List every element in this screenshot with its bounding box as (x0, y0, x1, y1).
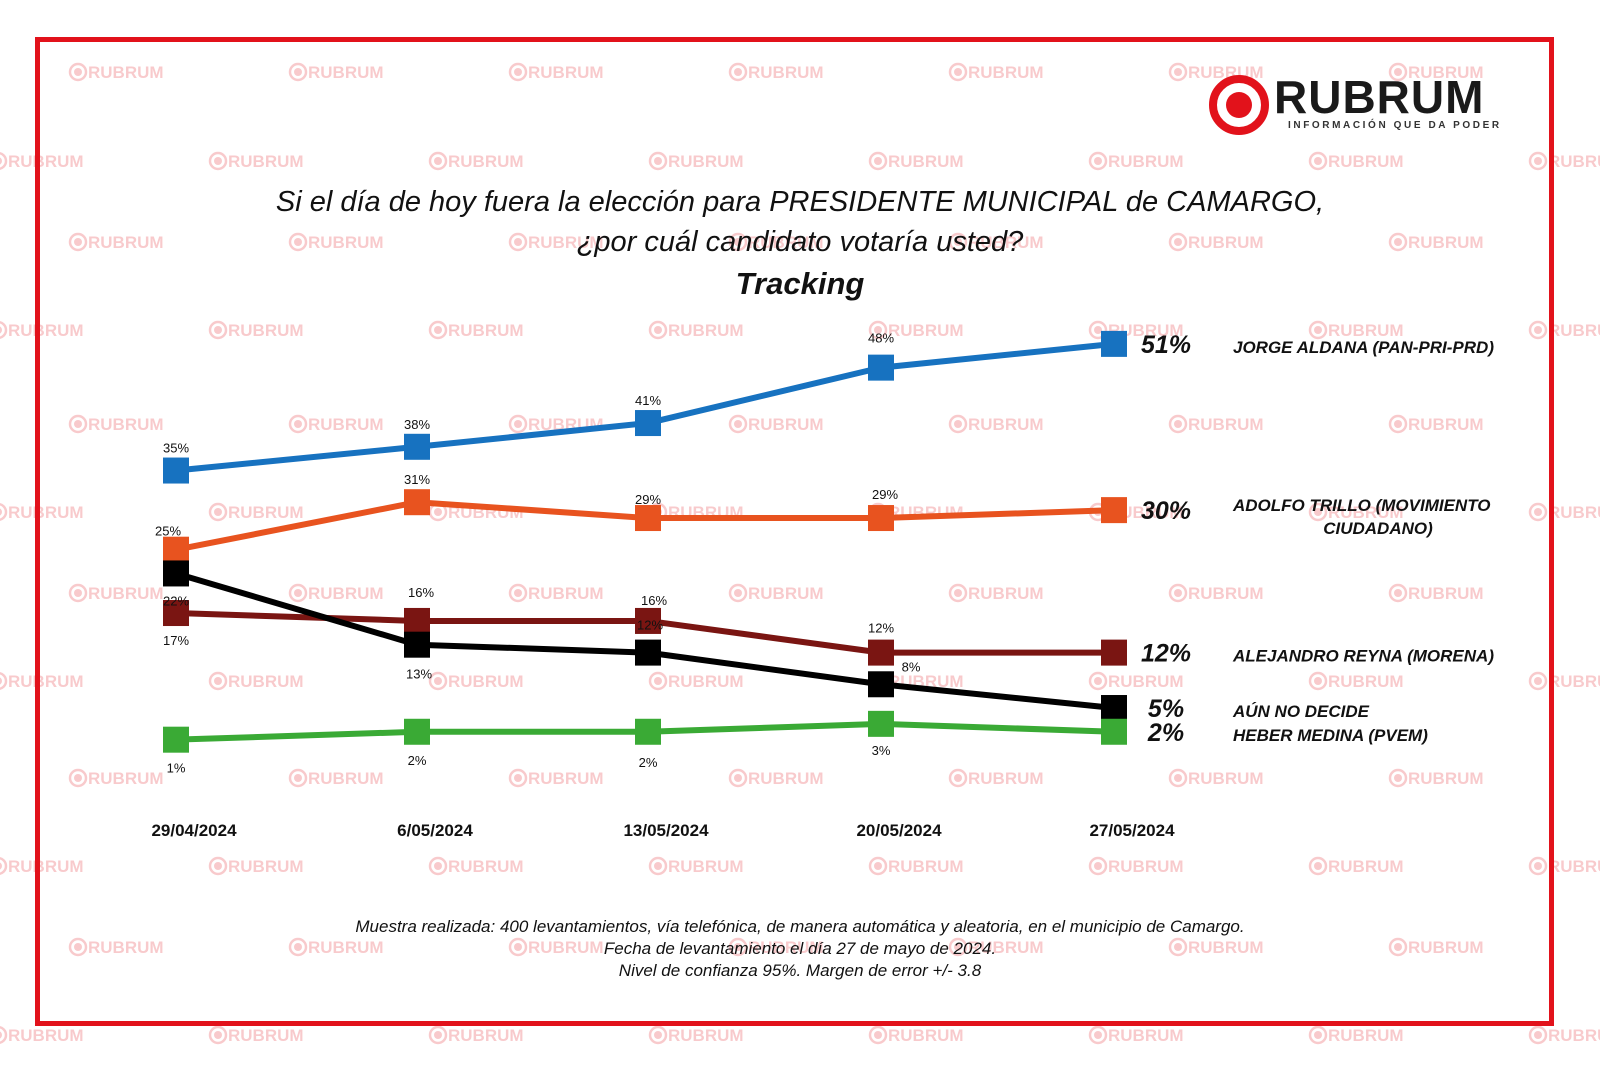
footnote-sample: Muestra realizada: 400 levantamientos, v… (355, 917, 1245, 936)
data-point-marker (404, 607, 430, 634)
logo-wordmark: RUBRUM (1274, 71, 1485, 123)
end-value-label: 5% (1148, 695, 1184, 723)
end-value-label: 51% (1141, 331, 1191, 359)
series-name-label: ADOLFO TRILLO (MOVIMIENTO (1232, 496, 1491, 515)
logo-tagline: INFORMACIÓN QUE DA PODER (1288, 120, 1502, 131)
series-name-label: JORGE ALDANA (PAN-PRI-PRD) (1233, 338, 1494, 357)
series-name-label: HEBER MEDINA (PVEM) (1233, 726, 1428, 745)
data-point-marker (635, 505, 661, 532)
data-point-marker (1101, 695, 1127, 722)
data-point-marker (868, 505, 894, 532)
chart-title-line-1: Si el día de hoy fuera la elección para … (275, 186, 1325, 218)
footnote-confidence: Nivel de confianza 95%. Margen de error … (618, 961, 982, 980)
data-label: 41% (635, 393, 661, 408)
end-value-label: 2% (1147, 719, 1184, 747)
end-value-label: 12% (1141, 640, 1191, 668)
x-tick-label: 27/05/2024 (1089, 821, 1175, 840)
chart-subtitle: Tracking (735, 266, 865, 301)
data-point-marker (163, 726, 189, 753)
data-point-marker (1101, 497, 1127, 524)
data-label: 3% (872, 743, 891, 758)
data-label: 48% (868, 331, 894, 346)
data-point-marker (404, 631, 430, 658)
data-point-marker (163, 600, 189, 627)
data-label: 16% (408, 585, 434, 600)
data-label: 12% (868, 621, 894, 636)
logo-ring-icon (1209, 75, 1269, 135)
series-name-label: ALEJANDRO REYNA (MORENA) (1232, 647, 1494, 666)
data-label: 1% (167, 761, 186, 776)
data-point-marker (1101, 718, 1127, 745)
chart-title-line-2: ¿por cuál candidato votaría usted? (576, 226, 1024, 258)
data-label: 2% (408, 753, 427, 768)
data-label: 12% (637, 618, 663, 633)
footnote-date: Fecha de levantamiento el día 27 de mayo… (603, 939, 997, 958)
data-point-marker (635, 639, 661, 666)
data-label: 16% (641, 593, 667, 608)
data-label: 29% (872, 487, 898, 502)
data-label: 29% (635, 492, 661, 507)
data-point-marker (404, 433, 430, 460)
data-point-marker (868, 710, 894, 737)
data-point-marker (163, 560, 189, 587)
data-label: 38% (404, 417, 430, 432)
data-point-marker (404, 489, 430, 516)
data-point-marker (868, 671, 894, 698)
data-point-marker (635, 410, 661, 437)
data-label: 31% (404, 472, 430, 487)
data-point-marker (1101, 330, 1127, 357)
x-tick-label: 20/05/2024 (856, 821, 942, 840)
rubrum-logo: RUBRUM INFORMACIÓN QUE DA PODER (1208, 70, 1518, 140)
data-point-marker (163, 536, 189, 563)
data-label: 8% (902, 659, 921, 674)
x-tick-label: 6/05/2024 (397, 821, 473, 840)
chart-frame (35, 37, 1554, 1026)
series-name-label: AÚN NO DECIDE (1232, 702, 1370, 721)
data-point-marker (404, 718, 430, 745)
data-point-marker (868, 354, 894, 381)
x-tick-label: 13/05/2024 (623, 821, 709, 840)
data-label: 13% (406, 667, 432, 682)
data-point-marker (868, 639, 894, 666)
data-label: 17% (163, 633, 189, 648)
data-point-marker (163, 457, 189, 484)
data-label: 35% (163, 441, 189, 456)
series-name-label: CIUDADANO) (1323, 519, 1433, 538)
end-value-label: 30% (1141, 497, 1191, 525)
data-point-marker (1101, 639, 1127, 666)
x-tick-label: 29/04/2024 (151, 821, 237, 840)
data-label: 22% (163, 593, 189, 608)
data-label: 2% (639, 755, 658, 770)
data-label: 25% (155, 524, 181, 539)
data-point-marker (635, 718, 661, 745)
data-point-marker (635, 607, 661, 634)
